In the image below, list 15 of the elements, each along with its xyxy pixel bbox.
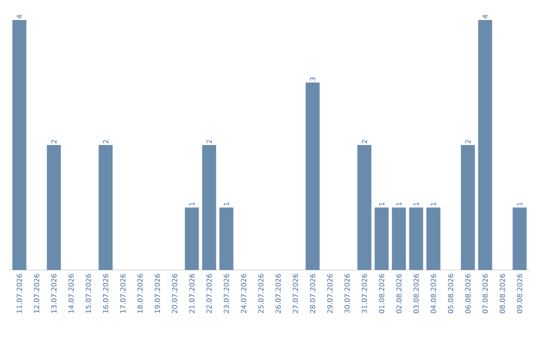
bar [219, 208, 234, 270]
bar [409, 208, 424, 270]
bar [426, 208, 440, 270]
bar [374, 208, 389, 270]
bar [478, 20, 492, 270]
bar [184, 208, 199, 270]
bar [357, 145, 372, 270]
bar [512, 208, 527, 270]
bar [392, 208, 406, 270]
bar [202, 145, 216, 270]
bar [98, 145, 113, 270]
bar [460, 145, 475, 270]
bar [46, 145, 61, 270]
bar [306, 82, 320, 270]
bar [12, 20, 26, 270]
